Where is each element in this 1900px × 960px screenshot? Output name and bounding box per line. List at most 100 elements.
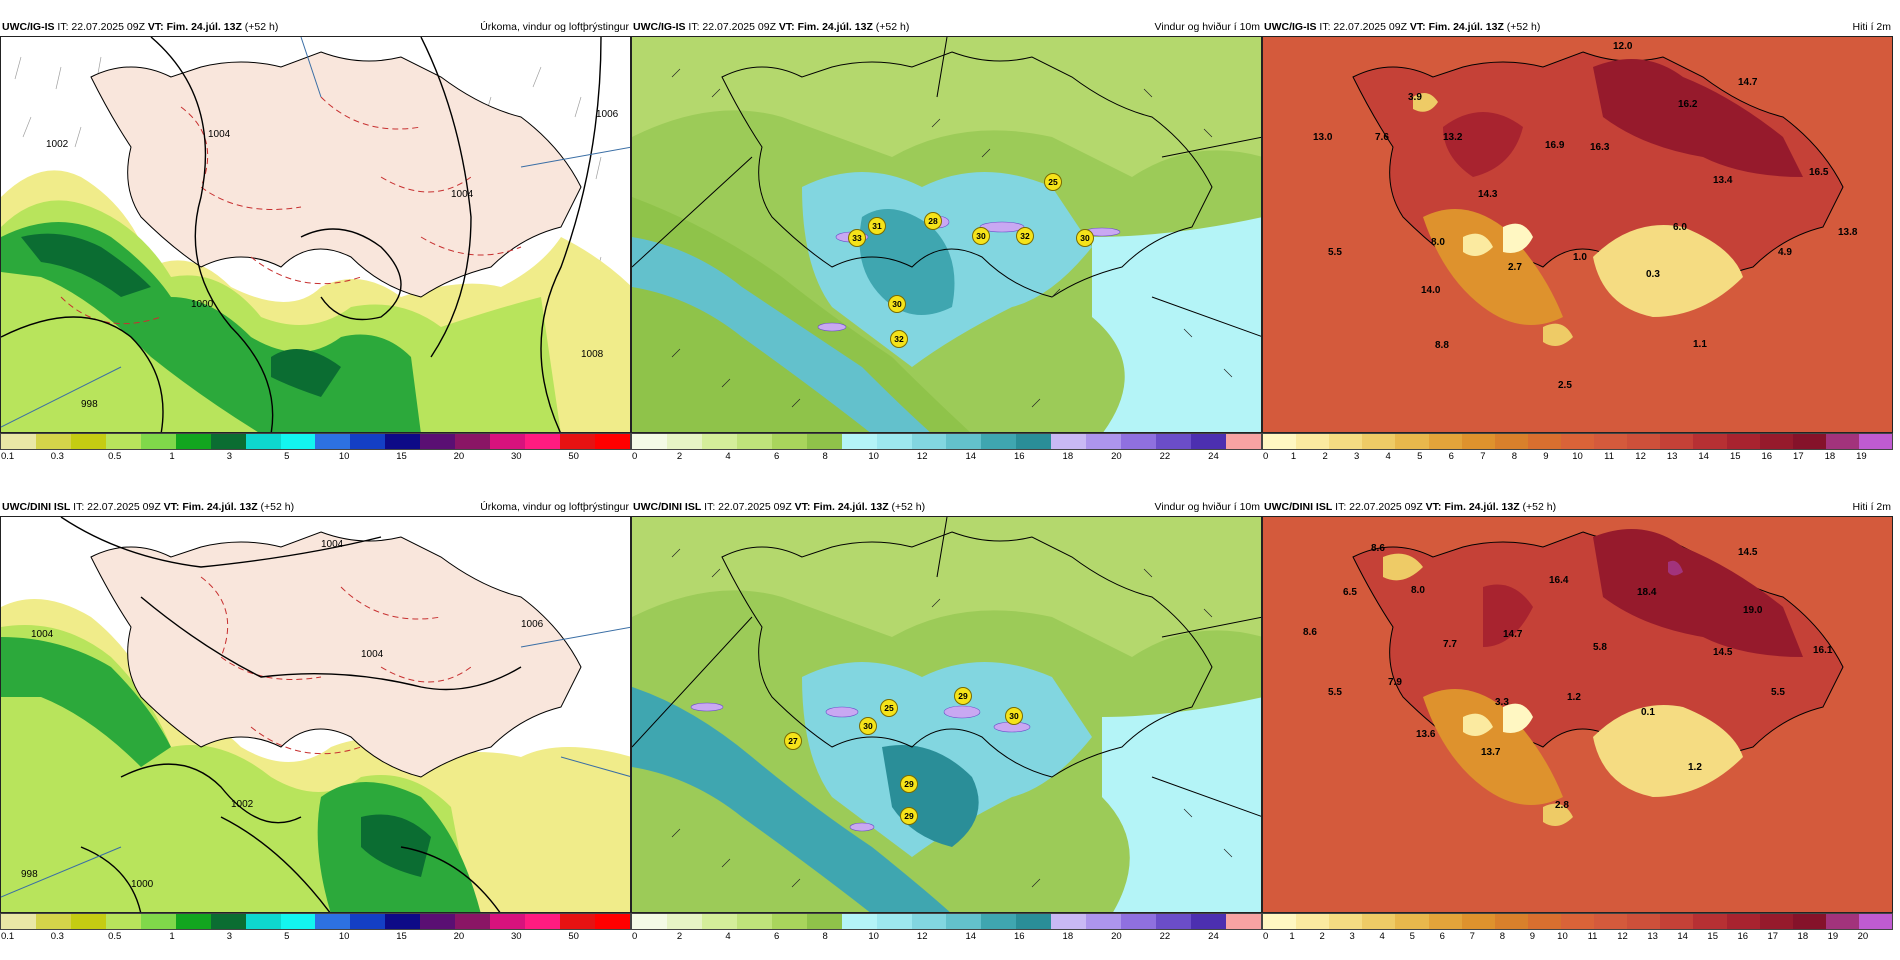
colorbar-swatch — [1156, 434, 1191, 449]
colorbar-swatch — [1527, 914, 1561, 929]
colorbar-swatch — [1329, 434, 1363, 449]
panel-dini-temp: UWC/DINI ISL IT: 22.07.2025 09Z VT: Fim.… — [1262, 498, 1893, 960]
colorbar-swatch — [420, 914, 456, 929]
colorbar-tick-label: 20 — [1111, 451, 1122, 462]
precip-map: 1004 1006 1004 1004 1002 1000 998 — [0, 516, 631, 913]
colorbar-swatch — [1461, 434, 1495, 449]
colorbar-swatch — [1527, 434, 1561, 449]
colorbar-tick-label: 0.1 — [1, 451, 15, 462]
init-time: IT: 22.07.2025 09Z — [1319, 21, 1407, 33]
temp-label: 16.3 — [1590, 142, 1610, 153]
temp-label: 16.1 — [1813, 645, 1833, 656]
colorbar-swatch — [1, 434, 36, 449]
colorbar-tick-label: 8 — [822, 451, 828, 462]
colorbar-swatch — [1858, 434, 1893, 449]
field-title: Hiti í 2m — [1852, 21, 1891, 33]
gust-badge: 30 — [1005, 707, 1023, 725]
temp-map-svg — [1263, 37, 1892, 432]
init-time: IT: 22.07.2025 09Z — [704, 501, 792, 513]
gust-badge: 27 — [784, 732, 802, 750]
isobar-label: 1002 — [46, 139, 69, 150]
colorbar-swatch — [245, 914, 281, 929]
colorbar-tick-label: 10 — [1557, 931, 1568, 942]
colorbar-swatch — [771, 914, 807, 929]
colorbar-tick-label: 10 — [868, 931, 879, 942]
isobar-label: 1000 — [131, 879, 154, 890]
gust-badge: 30 — [972, 227, 990, 245]
gust-badge: 30 — [1076, 229, 1094, 247]
colorbar-swatch — [946, 914, 982, 929]
colorbar-swatch — [455, 914, 491, 929]
colorbar-tick-label: 10 — [338, 931, 350, 942]
colorbar-swatch — [1156, 914, 1191, 929]
colorbar-swatch — [1428, 914, 1462, 929]
colorbar-tick-label: 8 — [822, 931, 828, 942]
colorbar-swatch — [1, 914, 36, 929]
colorbar-swatch — [806, 434, 842, 449]
colorbar-swatch — [1560, 914, 1595, 929]
valid-time: VT: Fim. 24.júl. 13Z — [1425, 501, 1520, 513]
wind-colorbar — [631, 913, 1262, 930]
colorbar-swatch — [385, 914, 421, 929]
colorbar-swatch — [140, 434, 176, 449]
colorbar-tick-label: 13 — [1647, 931, 1658, 942]
colorbar-swatch — [1191, 914, 1226, 929]
temp-label: 0.3 — [1646, 269, 1660, 280]
isobar-label: 998 — [81, 399, 98, 410]
colorbar-tick-label: 0.1 — [1, 931, 15, 942]
panel-dini-precip: UWC/DINI ISL IT: 22.07.2025 09Z VT: Fim.… — [0, 498, 631, 960]
colorbar-swatch — [1191, 434, 1226, 449]
isobar-label: 1004 — [208, 129, 231, 140]
colorbar-tick-label: 24 — [1208, 451, 1219, 462]
lead-time: (+52 h) — [891, 501, 926, 513]
colorbar-swatch — [1594, 434, 1628, 449]
colorbar-tick-label: 0 — [1263, 451, 1269, 462]
colorbar-swatch — [666, 914, 702, 929]
colorbar-swatch — [1693, 914, 1727, 929]
colorbar-tick-label: 14 — [965, 451, 977, 462]
colorbar-tick-label: 2 — [1322, 451, 1328, 462]
colorbar-tick-label: 50 — [568, 931, 579, 942]
colorbar-tick-label: 19 — [1827, 931, 1839, 942]
colorbar-swatch — [1016, 914, 1052, 929]
colorbar-tick-label: 22 — [1159, 451, 1171, 462]
gust-badge: 30 — [888, 295, 906, 313]
model-name: UWC/IG-IS — [633, 21, 686, 33]
isobar-label: 1004 — [361, 649, 384, 660]
gust-badge: 25 — [1044, 173, 1062, 191]
temp-label: 6.5 — [1343, 587, 1357, 598]
colorbar-tick-label: 30 — [510, 451, 522, 462]
colorbar-swatch — [981, 914, 1017, 929]
colorbar-swatch — [911, 434, 947, 449]
valid-time: VT: Fim. 24.júl. 13Z — [794, 501, 889, 513]
temp-label: 14.0 — [1421, 285, 1441, 296]
colorbar-swatch — [1395, 434, 1429, 449]
colorbar-tick-label: 6 — [773, 931, 780, 942]
gust-badge: 32 — [1016, 227, 1034, 245]
colorbar-tick-label: 6 — [773, 451, 780, 462]
colorbar-tick-label: 18 — [1062, 451, 1074, 462]
model-name: UWC/DINI ISL — [633, 501, 702, 513]
colorbar-swatch — [280, 914, 316, 929]
colorbar-tick-label: 0.3 — [50, 931, 64, 942]
colorbar-swatch — [1759, 434, 1793, 449]
wind-map: 33 31 28 30 32 30 25 30 32 — [631, 36, 1262, 433]
gust-badge: 31 — [868, 217, 886, 235]
colorbar-tick-label: 4 — [725, 451, 731, 462]
colorbar-swatch — [210, 914, 246, 929]
precip-map-svg: 1004 1006 1004 1004 1002 1000 998 — [1, 517, 630, 912]
isobar-label: 1000 — [191, 299, 214, 310]
isobar-label: 1006 — [596, 109, 619, 120]
colorbar-swatch — [140, 914, 176, 929]
colorbar-swatch — [490, 434, 526, 449]
colorbar-swatch — [1225, 434, 1261, 449]
panel-header: UWC/DINI ISL IT: 22.07.2025 09Z VT: Fim.… — [1262, 498, 1893, 516]
isobar-label: 1004 — [451, 189, 474, 200]
colorbar-ticks: 0 1 2 3 4 5 6 7 8 9 10 11 12 13 14 15 16 17 18 19 20 — [1262, 931, 1893, 945]
panel-ig-precip: UWC/IG-IS IT: 22.07.2025 09Z VT: Fim. 24… — [0, 18, 631, 480]
isobar-label: 1004 — [31, 629, 54, 640]
panel-ig-wind: UWC/IG-IS IT: 22.07.2025 09Z VT: Fim. 24… — [631, 18, 1262, 480]
temp-label: 4.9 — [1778, 247, 1792, 258]
colorbar-tick-label: 15 — [396, 931, 407, 942]
temp-label: 5.5 — [1328, 247, 1342, 258]
